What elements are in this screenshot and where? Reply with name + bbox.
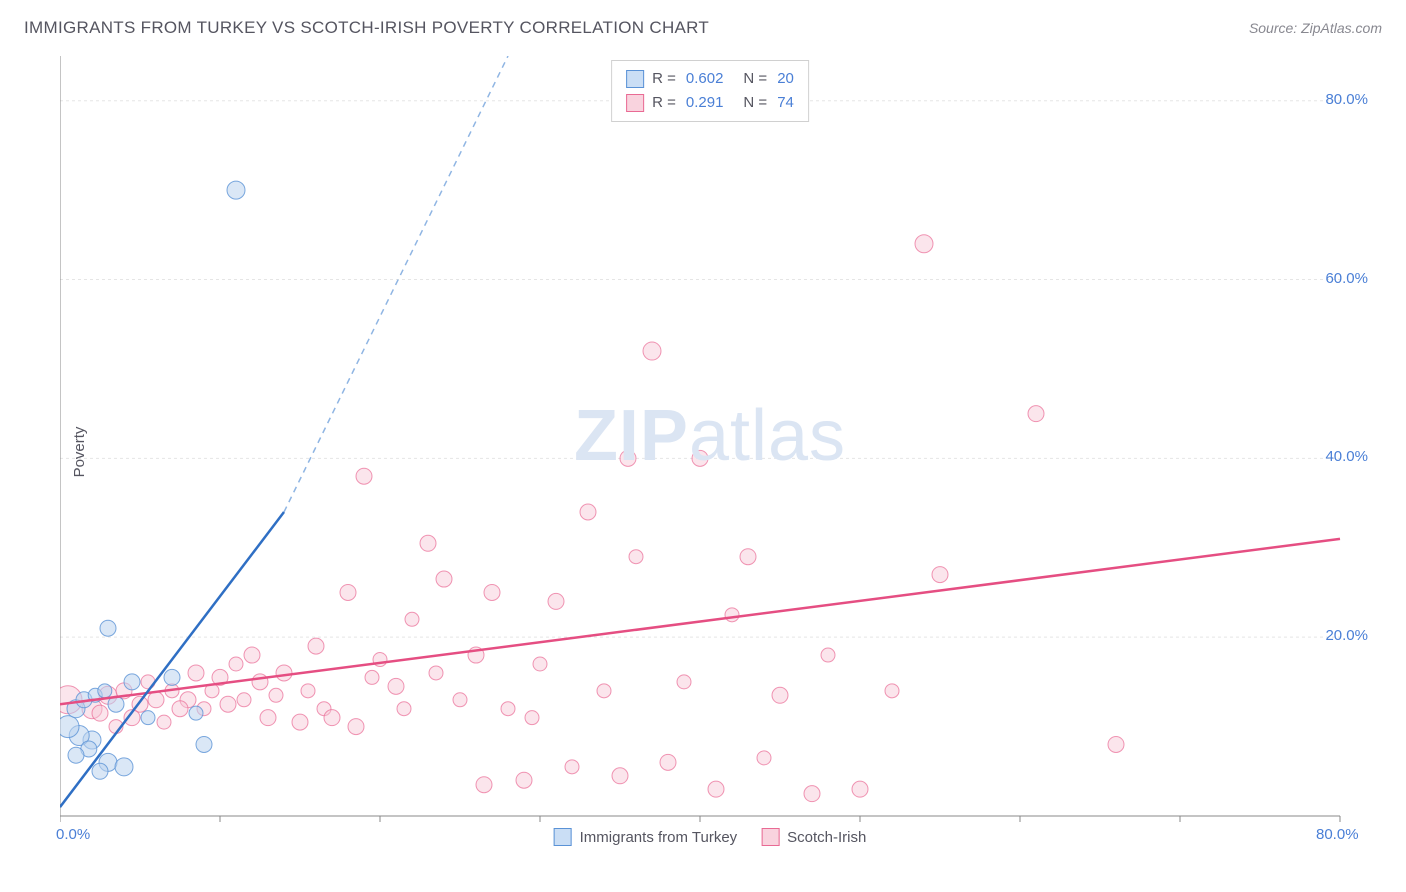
scatter-plot: ZIPatlas R = 0.602 N = 20 R = 0.291 N = … — [60, 56, 1360, 848]
n-label: N = — [743, 67, 767, 91]
legend-item-pink: Scotch-Irish — [761, 828, 866, 846]
r-value-pink: 0.291 — [686, 91, 724, 115]
chart-area: Poverty ZIPatlas R = 0.602 N = 20 R = 0.… — [46, 56, 1382, 848]
series-legend: Immigrants from Turkey Scotch-Irish — [554, 828, 867, 846]
r-value-blue: 0.602 — [686, 67, 724, 91]
chart-svg — [60, 56, 1360, 848]
chart-title: IMMIGRANTS FROM TURKEY VS SCOTCH-IRISH P… — [24, 18, 709, 38]
legend-label-blue: Immigrants from Turkey — [580, 829, 738, 846]
x-tick-label: 0.0% — [56, 826, 90, 843]
n-label: N = — [743, 91, 767, 115]
legend-square-pink-icon — [626, 94, 644, 112]
correlation-legend: R = 0.602 N = 20 R = 0.291 N = 74 — [611, 60, 809, 122]
r-label: R = — [652, 67, 676, 91]
legend-row-pink: R = 0.291 N = 74 — [626, 91, 794, 115]
legend-item-blue: Immigrants from Turkey — [554, 828, 738, 846]
y-tick-label: 40.0% — [1325, 448, 1368, 465]
legend-square-pink-icon — [761, 828, 779, 846]
n-value-blue: 20 — [777, 67, 794, 91]
legend-row-blue: R = 0.602 N = 20 — [626, 67, 794, 91]
legend-square-blue-icon — [626, 70, 644, 88]
y-tick-label: 60.0% — [1325, 270, 1368, 287]
x-tick-label: 80.0% — [1316, 826, 1359, 843]
source-attribution: Source: ZipAtlas.com — [1249, 20, 1382, 36]
legend-label-pink: Scotch-Irish — [787, 829, 866, 846]
chart-header: IMMIGRANTS FROM TURKEY VS SCOTCH-IRISH P… — [0, 0, 1406, 46]
r-label: R = — [652, 91, 676, 115]
n-value-pink: 74 — [777, 91, 794, 115]
y-tick-label: 80.0% — [1325, 91, 1368, 108]
legend-square-blue-icon — [554, 828, 572, 846]
y-tick-label: 20.0% — [1325, 627, 1368, 644]
